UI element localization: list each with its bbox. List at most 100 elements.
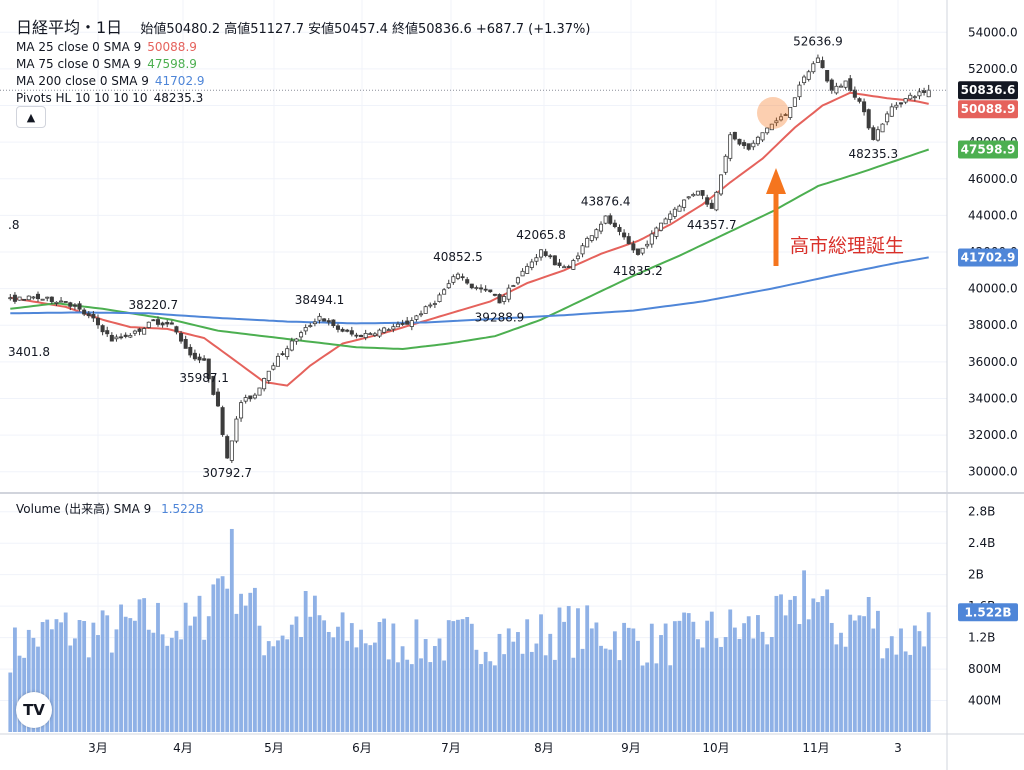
volume-bar bbox=[248, 592, 253, 732]
candle-down bbox=[188, 346, 193, 356]
volume-bar bbox=[119, 604, 123, 732]
volume-legend[interactable]: Volume (出来高) SMA 9 1.522B bbox=[16, 500, 204, 517]
volume-bar bbox=[552, 659, 557, 732]
candle-up bbox=[142, 328, 147, 335]
candle-down bbox=[612, 222, 617, 228]
volume-bar bbox=[825, 589, 830, 732]
legend-ma75[interactable]: MA 75 close 0 SMA 9 47598.9 bbox=[16, 57, 197, 71]
volume-tick-label: 800M bbox=[968, 662, 1001, 676]
candle-up bbox=[520, 270, 525, 277]
volume-bar bbox=[903, 651, 908, 732]
tradingview-logo-icon[interactable]: TV bbox=[16, 692, 52, 728]
volume-bar bbox=[488, 661, 493, 732]
symbol-title[interactable]: 日経平均・1日 bbox=[16, 18, 123, 37]
candle-down bbox=[179, 333, 184, 342]
candle-down bbox=[340, 328, 345, 332]
candle-down bbox=[492, 293, 497, 296]
volume-bar bbox=[432, 646, 437, 732]
legend-ma75-label: MA 75 close 0 SMA 9 bbox=[16, 57, 142, 71]
volume-bar bbox=[640, 665, 645, 732]
time-axis[interactable]: 3月 4月 5月 6月 7月 8月 9月 10月 11月 3 bbox=[88, 741, 902, 755]
volume-bar bbox=[765, 644, 770, 732]
candle-down bbox=[746, 143, 751, 150]
candle-down bbox=[95, 317, 101, 326]
annotation[interactable]: 高市総理誕生 bbox=[757, 97, 904, 266]
candle-down bbox=[405, 320, 410, 325]
legend-ma25[interactable]: MA 25 close 0 SMA 9 50088.9 bbox=[16, 40, 197, 54]
volume-bar bbox=[520, 653, 525, 732]
time-tick-label: 10月 bbox=[702, 741, 729, 755]
volume-bar bbox=[492, 665, 497, 732]
candle-down bbox=[206, 358, 211, 380]
volume-bar bbox=[405, 659, 410, 732]
price-tag bbox=[958, 248, 1018, 267]
volume-bar bbox=[672, 621, 677, 732]
volume-bar bbox=[322, 620, 327, 732]
volume-bar bbox=[451, 621, 456, 732]
volume-bar bbox=[839, 632, 843, 732]
candle-up bbox=[811, 63, 816, 73]
ma-line-ma25[interactable] bbox=[10, 91, 929, 387]
candle-up bbox=[409, 320, 414, 327]
legend-pivots[interactable]: Pivots HL 10 10 10 10 48235.3 bbox=[16, 91, 203, 105]
legend-ma200[interactable]: MA 200 close 0 SMA 9 41702.9 bbox=[16, 74, 205, 88]
volume-tick-label: 2.8B bbox=[968, 505, 995, 519]
volume-bar bbox=[26, 629, 31, 732]
candle-down bbox=[631, 243, 636, 251]
candle-up bbox=[723, 155, 728, 173]
volume-bar bbox=[645, 662, 650, 732]
candle-down bbox=[732, 131, 737, 140]
volume-bar bbox=[779, 594, 783, 732]
volume-bar bbox=[86, 657, 91, 732]
volume-bar bbox=[908, 654, 913, 732]
volume-bar bbox=[229, 528, 234, 732]
volume-tick-label: 400M bbox=[968, 694, 1001, 708]
candle-up bbox=[885, 113, 890, 123]
volume-bar bbox=[276, 640, 280, 732]
candle-up bbox=[414, 315, 419, 320]
candle-up bbox=[395, 323, 400, 328]
candle-up bbox=[45, 296, 50, 299]
collapse-legend-button[interactable]: ▲ bbox=[16, 106, 46, 128]
volume-bar bbox=[843, 646, 848, 732]
candle-up bbox=[506, 287, 511, 300]
volume-bar bbox=[100, 610, 105, 732]
volume-bar bbox=[599, 645, 603, 732]
volume-bar bbox=[262, 655, 267, 732]
volume-bar bbox=[871, 628, 876, 732]
candle-up bbox=[363, 333, 368, 338]
volume-bar bbox=[354, 647, 359, 732]
volume-bar bbox=[719, 646, 723, 732]
candle-down bbox=[123, 334, 128, 337]
volume-bar bbox=[626, 627, 631, 732]
volume-bar bbox=[285, 639, 290, 732]
candle-down bbox=[197, 356, 202, 361]
candle-up bbox=[234, 418, 239, 442]
candle-down bbox=[557, 262, 562, 266]
candle-down bbox=[857, 98, 862, 102]
price-tick-label: 38000.0 bbox=[968, 318, 1018, 332]
volume-bar bbox=[880, 658, 885, 732]
volume-bar bbox=[834, 644, 839, 732]
volume-bar bbox=[169, 637, 174, 732]
volume-bar bbox=[345, 640, 350, 732]
volume-bar bbox=[349, 623, 354, 732]
volume-bar bbox=[612, 631, 617, 732]
candle-up bbox=[903, 98, 908, 103]
up-arrow-icon bbox=[766, 168, 786, 194]
time-tick-label: 5月 bbox=[264, 741, 284, 755]
candle-up bbox=[599, 223, 604, 232]
volume-bar bbox=[179, 639, 183, 732]
price-tick-label: 36000.0 bbox=[968, 355, 1018, 369]
candle-down bbox=[552, 255, 557, 266]
candle-up bbox=[585, 237, 590, 248]
volume-bar bbox=[183, 602, 188, 732]
candle-up bbox=[446, 283, 451, 289]
candle-up bbox=[525, 265, 530, 274]
volume-bar bbox=[465, 617, 470, 732]
candle-up bbox=[875, 129, 880, 141]
price-tick-label: 34000.0 bbox=[968, 391, 1018, 405]
ma-line-ma200[interactable] bbox=[10, 256, 929, 325]
price-tick-label: 52000.0 bbox=[968, 62, 1018, 76]
